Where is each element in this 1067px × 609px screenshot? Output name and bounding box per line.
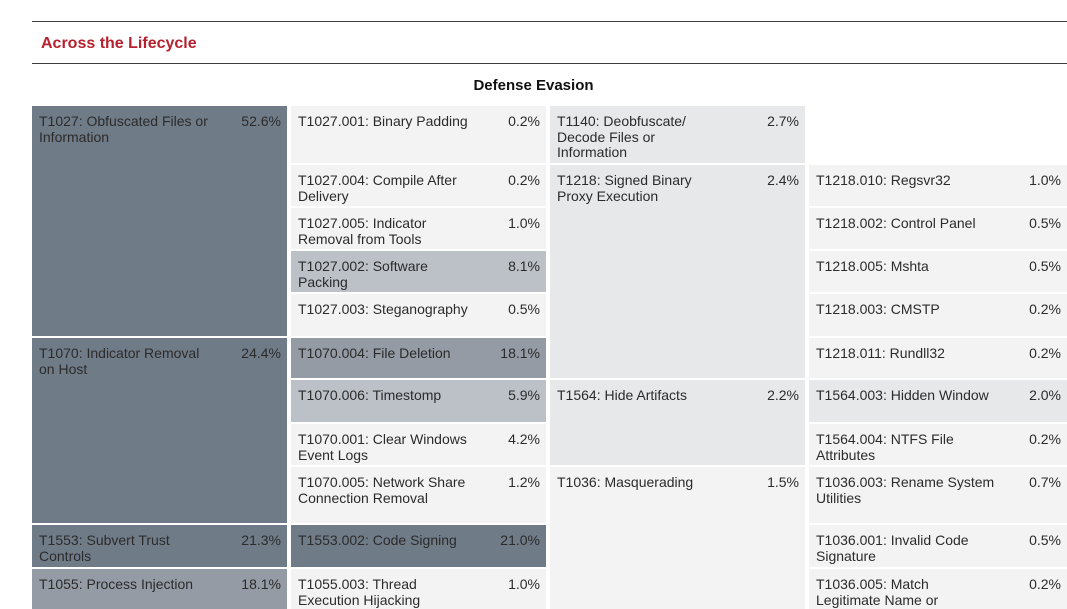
technique-cell-t1140: T1140: Deobfuscate/ Decode Files or Info… (550, 106, 805, 163)
subtechnique-cell-t1036-005: T1036.005: Match Legitimate Name or 0.2% (809, 569, 1067, 609)
subtechnique-name: T1027.002: Software Packing (298, 258, 428, 290)
subtechnique-name: T1564.004: NTFS File Attributes (816, 431, 954, 463)
section-rule (32, 63, 1067, 64)
top-rule (32, 21, 1067, 22)
subtechnique-name: T1218.010: Regsvr32 (816, 172, 951, 188)
subtechnique-cell-t1036-001: T1036.001: Invalid Code Signature 0.5% (809, 525, 1067, 567)
subtechnique-pct: 0.7% (1029, 474, 1061, 490)
technique-pct: 24.4% (241, 345, 281, 361)
subtechnique-cell-t1036-003: T1036.003: Rename System Utilities 0.7% (809, 467, 1067, 523)
technique-pct: 52.6% (241, 113, 281, 129)
subtechnique-name: T1027.001: Binary Padding (298, 113, 468, 129)
subtechnique-pct: 0.5% (1029, 215, 1061, 231)
subtechnique-name: T1070.005: Network Share Connection Remo… (298, 474, 466, 506)
subtechnique-name: T1036.003: Rename System Utilities (816, 474, 995, 506)
technique-cell-t1218: T1218: Signed Binary Proxy Execution 2.4… (550, 165, 805, 378)
technique-pct: 1.5% (767, 474, 799, 490)
technique-name: T1036: Masquerading (557, 474, 694, 490)
subtechnique-pct: 0.2% (1029, 576, 1061, 592)
subtechnique-cell-t1218-010: T1218.010: Regsvr32 1.0% (809, 165, 1067, 206)
subtechnique-pct: 1.0% (1029, 172, 1061, 188)
subtechnique-cell-t1564-004: T1564.004: NTFS File Attributes 0.2% (809, 424, 1067, 465)
technique-cell-t1027: T1027: Obfuscated Files or Information 5… (32, 106, 287, 336)
technique-name: T1553: Subvert Trust Controls (39, 532, 170, 564)
subtechnique-cell-t1027-001: T1027.001: Binary Padding 0.2% (291, 106, 546, 163)
subtechnique-pct: 4.2% (508, 431, 540, 447)
subtechnique-cell-t1070-005: T1070.005: Network Share Connection Remo… (291, 467, 546, 523)
technique-name: T1070: Indicator Removal on Host (39, 345, 200, 377)
subtechnique-cell-t1055-003: T1055.003: Thread Execution Hijacking 1.… (291, 569, 546, 609)
subtechnique-name: T1055.003: Thread Execution Hijacking (298, 576, 421, 608)
subtechnique-pct: 5.9% (508, 387, 540, 403)
chart-title: Defense Evasion (473, 77, 594, 94)
subtechnique-pct: 21.0% (500, 532, 540, 548)
subtechnique-pct: 0.2% (1029, 301, 1061, 317)
technique-cell-t1564: T1564: Hide Artifacts 2.2% (550, 380, 805, 465)
technique-name: T1027: Obfuscated Files or Information (39, 113, 208, 145)
subtechnique-pct: 0.2% (508, 172, 540, 188)
subtechnique-pct: 0.2% (1029, 431, 1061, 447)
technique-cell-t1055: T1055: Process Injection 18.1% (32, 569, 287, 609)
subtechnique-name: T1218.002: Control Panel (816, 215, 976, 231)
subtechnique-name: T1036.005: Match Legitimate Name or (816, 576, 939, 608)
technique-cell-t1070: T1070: Indicator Removal on Host 24.4% (32, 338, 287, 523)
subtechnique-cell-t1564-003: T1564.003: Hidden Window 2.0% (809, 380, 1067, 422)
subtechnique-name: T1218.011: Rundll32 (816, 345, 945, 361)
subtechnique-pct: 0.5% (508, 301, 540, 317)
subtechnique-name: T1553.002: Code Signing (298, 532, 457, 548)
subtechnique-cell-t1070-006: T1070.006: Timestomp 5.9% (291, 380, 546, 422)
subtechnique-cell-t1218-011: T1218.011: Rundll32 0.2% (809, 338, 1067, 378)
subtechnique-pct: 18.1% (500, 345, 540, 361)
subtechnique-name: T1070.004: File Deletion (298, 345, 451, 361)
technique-name: T1055: Process Injection (39, 576, 194, 592)
subtechnique-cell-t1070-001: T1070.001: Clear Windows Event Logs 4.2% (291, 424, 546, 465)
subtechnique-cell-t1027-002: T1027.002: Software Packing 8.1% (291, 251, 546, 292)
subtechnique-pct: 1.0% (508, 215, 540, 231)
subtechnique-cell-t1218-003: T1218.003: CMSTP 0.2% (809, 294, 1067, 336)
subtechnique-name: T1070.006: Timestomp (298, 387, 442, 403)
technique-pct: 2.4% (767, 172, 799, 188)
subtechnique-name: T1564.003: Hidden Window (816, 387, 989, 403)
technique-name: T1218: Signed Binary Proxy Execution (557, 172, 692, 204)
technique-cell-t1553: T1553: Subvert Trust Controls 21.3% (32, 525, 287, 567)
subtechnique-name: T1027.005: Indicator Removal from Tools (298, 215, 427, 247)
subtechnique-name: T1070.001: Clear Windows Event Logs (298, 431, 467, 463)
technique-pct: 21.3% (241, 532, 281, 548)
subtechnique-cell-t1027-004: T1027.004: Compile After Delivery 0.2% (291, 165, 546, 206)
subtechnique-name: T1036.001: Invalid Code Signature (816, 532, 969, 564)
subtechnique-name: T1218.003: CMSTP (816, 301, 940, 317)
subtechnique-cell-t1027-005: T1027.005: Indicator Removal from Tools … (291, 208, 546, 249)
subtechnique-pct: 0.5% (1029, 258, 1061, 274)
technique-cell-t1036: T1036: Masquerading 1.5% (550, 467, 805, 609)
subtechnique-cell-t1070-004: T1070.004: File Deletion 18.1% (291, 338, 546, 378)
subtechnique-name: T1218.005: Mshta (816, 258, 929, 274)
technique-name: T1140: Deobfuscate/ Decode Files or Info… (557, 113, 686, 160)
subtechnique-pct: 8.1% (508, 258, 540, 274)
technique-name: T1564: Hide Artifacts (557, 387, 687, 403)
subtechnique-pct: 0.2% (508, 113, 540, 129)
subtechnique-pct: 1.2% (508, 474, 540, 490)
subtechnique-cell-t1553-002: T1553.002: Code Signing 21.0% (291, 525, 546, 567)
subtechnique-pct: 0.5% (1029, 532, 1061, 548)
subtechnique-cell-t1027-003: T1027.003: Steganography 0.5% (291, 294, 546, 336)
subtechnique-cell-t1218-002: T1218.002: Control Panel 0.5% (809, 208, 1067, 249)
subtechnique-name: T1027.004: Compile After Delivery (298, 172, 457, 204)
section-title: Across the Lifecycle (41, 35, 197, 52)
technique-pct: 2.2% (767, 387, 799, 403)
subtechnique-pct: 1.0% (508, 576, 540, 592)
subtechnique-cell-t1218-005: T1218.005: Mshta 0.5% (809, 251, 1067, 292)
technique-pct: 2.7% (767, 113, 799, 129)
subtechnique-name: T1027.003: Steganography (298, 301, 468, 317)
subtechnique-pct: 0.2% (1029, 345, 1061, 361)
subtechnique-pct: 2.0% (1029, 387, 1061, 403)
technique-pct: 18.1% (241, 576, 281, 592)
